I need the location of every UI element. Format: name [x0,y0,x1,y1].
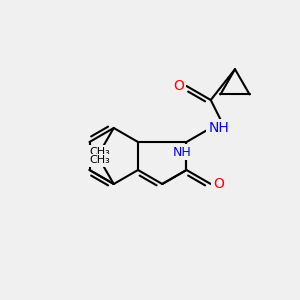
Text: CH₃: CH₃ [89,155,110,165]
Text: NH: NH [173,146,192,158]
Text: O: O [173,79,184,93]
Text: CH₃: CH₃ [89,147,110,157]
Text: NH: NH [208,121,229,135]
Text: O: O [213,177,224,191]
